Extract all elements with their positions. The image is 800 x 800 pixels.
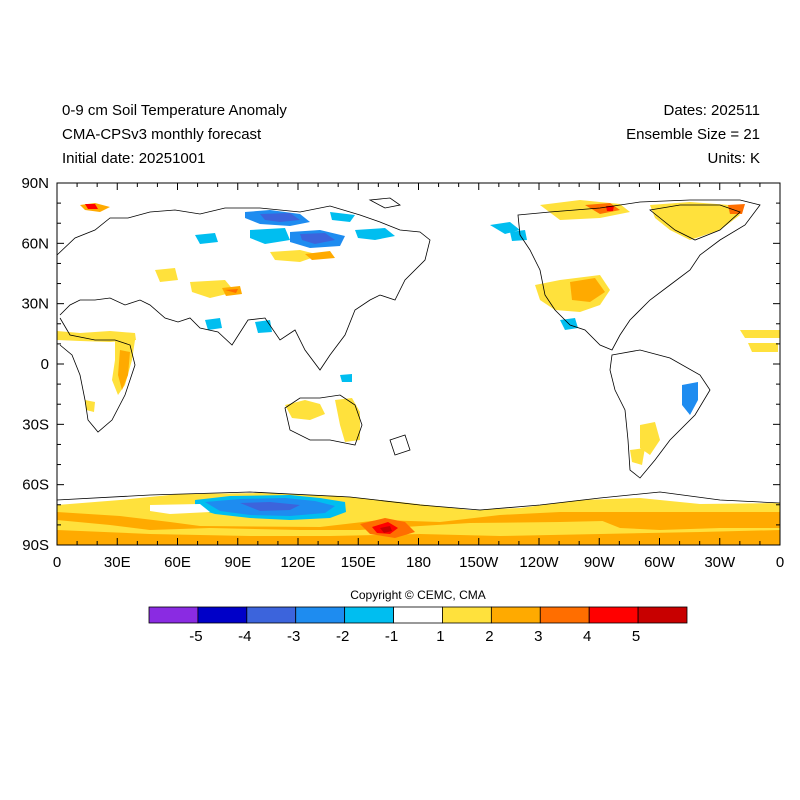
- lon-label: 180: [406, 554, 431, 571]
- lon-label: 90W: [584, 554, 616, 571]
- colorbar-swatch: [393, 606, 443, 624]
- colorbar-swatch: [442, 606, 492, 624]
- antarctica-anomaly: [57, 493, 780, 545]
- lat-label: 60N: [21, 235, 49, 252]
- lon-label: 0: [53, 554, 61, 571]
- colorbar-swatch: [490, 606, 541, 624]
- map-plot-area: [57, 183, 780, 545]
- lon-label: 120E: [280, 554, 315, 571]
- colorbar-label: 2: [485, 628, 493, 645]
- colorbar-swatch: [246, 606, 297, 624]
- colorbar-swatch: [344, 606, 394, 624]
- colorbar-swatch: [637, 606, 688, 624]
- eurasia-anomaly: [80, 203, 395, 382]
- lon-label: 0: [776, 554, 784, 571]
- dates-label: Dates: 202511: [663, 102, 760, 119]
- lon-label: 30W: [704, 554, 736, 571]
- lat-label: 30N: [21, 296, 49, 313]
- lat-label: 30S: [22, 416, 49, 433]
- colorbar-swatch: [197, 606, 248, 624]
- ocean-background: [57, 183, 780, 545]
- lat-label: 60S: [22, 477, 49, 494]
- lon-label: 150W: [459, 554, 499, 571]
- lon-label: 90E: [224, 554, 251, 571]
- colorbar-label: 5: [632, 628, 640, 645]
- model-subtitle: CMA-CPSv3 monthly forecast: [62, 126, 262, 143]
- colorbar-swatch: [295, 606, 346, 624]
- colorbar-label: -5: [189, 628, 202, 645]
- antarctica-cold-anomaly: [150, 495, 346, 520]
- north-america-anomaly: [490, 200, 745, 330]
- colorbar-swatch: [588, 606, 639, 624]
- lon-label: 60E: [164, 554, 191, 571]
- colorbar-label: -1: [385, 628, 398, 645]
- colorbar-label: -2: [336, 628, 349, 645]
- colorbar-label: 1: [436, 628, 444, 645]
- lat-label: 90S: [22, 537, 49, 554]
- units-label: Units: K: [707, 150, 760, 167]
- coastlines: [57, 197, 780, 511]
- lon-label: 150E: [341, 554, 376, 571]
- colorbar-label: -4: [238, 628, 251, 645]
- colorbar-label: 4: [583, 628, 591, 645]
- copyright-text: Copyright © CEMC, CMA: [350, 588, 486, 602]
- ensemble-size-label: Ensemble Size = 21: [626, 126, 760, 143]
- lat-label: 90N: [21, 175, 49, 192]
- lat-label: 0: [41, 356, 49, 373]
- lon-label: 30E: [104, 554, 131, 571]
- lon-label: 120W: [519, 554, 559, 571]
- colorbar-swatch: [539, 606, 590, 624]
- colorbar-label: -3: [287, 628, 300, 645]
- map-title: 0-9 cm Soil Temperature Anomaly: [62, 102, 287, 119]
- africa-anomaly: [57, 330, 780, 412]
- lon-label: 60W: [644, 554, 676, 571]
- australia-anomaly: [285, 398, 360, 442]
- colorbar: -5 -4 -3 -2 -1 1 2 3 4 5: [148, 606, 688, 645]
- initial-date: Initial date: 20251001: [62, 150, 206, 167]
- colorbar-swatch: [148, 606, 199, 624]
- south-america-anomaly: [630, 382, 698, 465]
- colorbar-label: 3: [534, 628, 542, 645]
